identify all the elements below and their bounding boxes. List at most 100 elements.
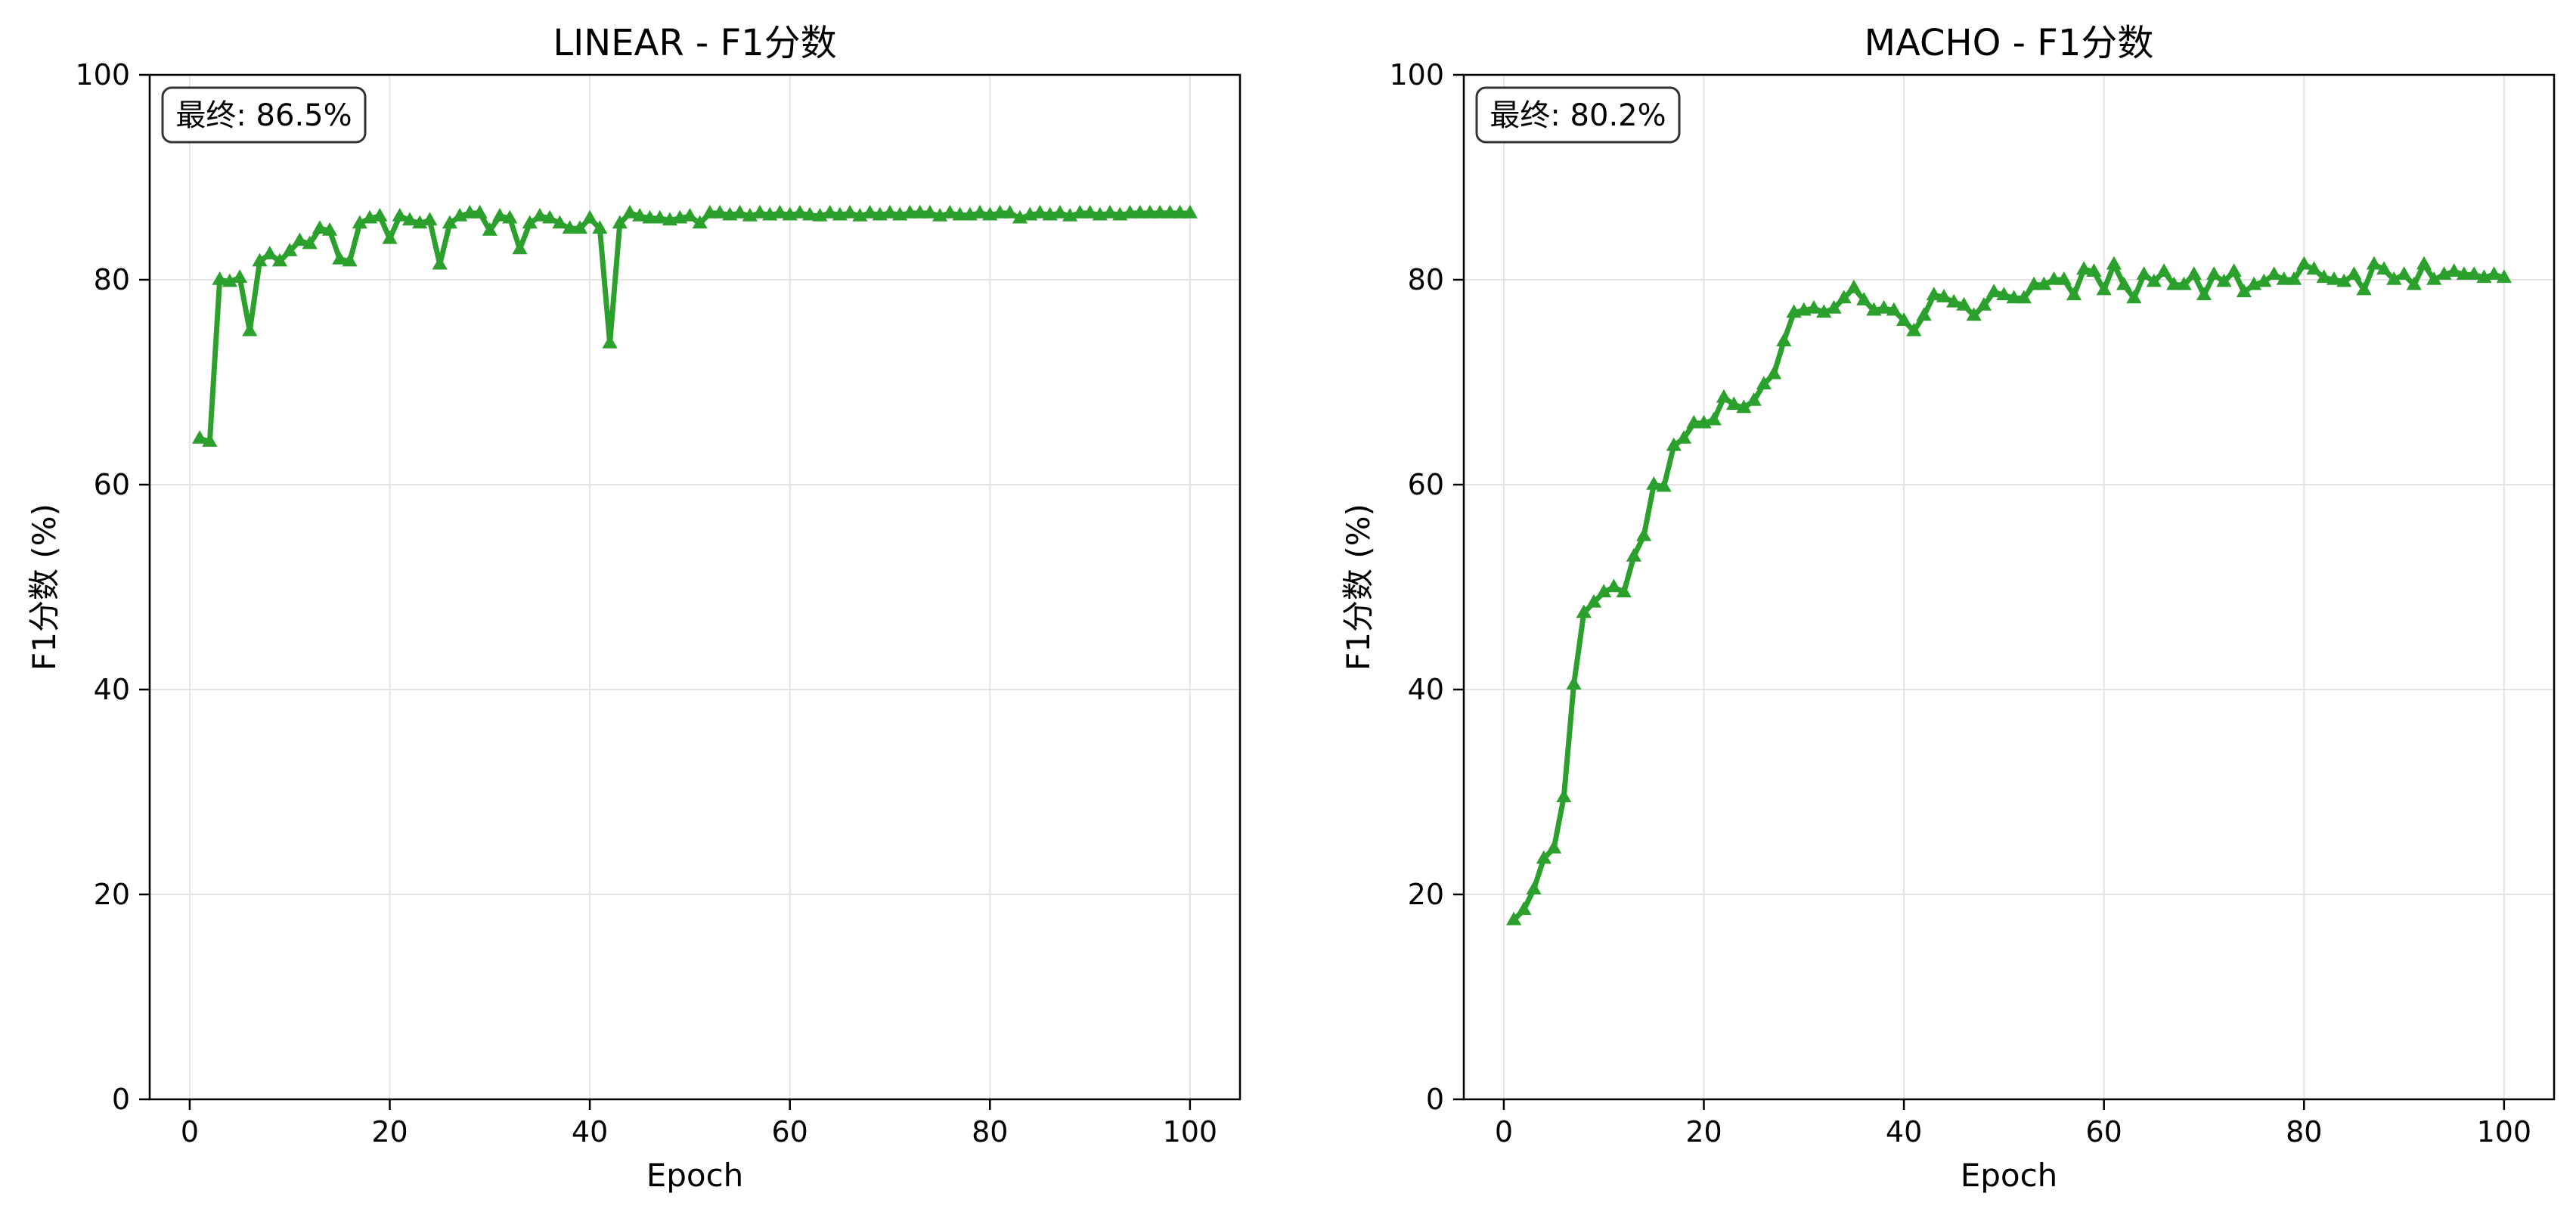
data-point (2186, 266, 2202, 280)
data-point (572, 220, 587, 234)
data-point (1846, 279, 1862, 293)
data-point (271, 253, 288, 267)
data-point (302, 235, 318, 250)
chart-title: MACHO - F1分数 (1865, 22, 2154, 64)
data-point (1162, 204, 1178, 219)
x-axis-label: Epoch (1961, 1157, 2058, 1194)
data-point (502, 209, 518, 224)
data-point (972, 204, 988, 219)
y-tick-label: 40 (94, 673, 130, 706)
data-point (1052, 204, 1068, 219)
data-point (2306, 261, 2322, 275)
data-point (1032, 204, 1048, 219)
data-point (422, 212, 438, 226)
data-point (542, 209, 558, 224)
data-point (2116, 276, 2132, 290)
data-point (2276, 271, 2292, 285)
data-point (692, 215, 708, 229)
data-point (602, 335, 618, 349)
data-point (322, 222, 338, 236)
y-axis-label: F1分数 (%) (26, 504, 63, 671)
data-point (2176, 276, 2192, 290)
x-tick-label: 60 (2085, 1115, 2122, 1148)
x-tick-label: 60 (771, 1115, 808, 1148)
data-point (1756, 376, 1772, 389)
data-point (2106, 256, 2122, 270)
data-point (1122, 204, 1138, 219)
x-axis-label: Epoch (646, 1157, 744, 1194)
data-point (992, 204, 1008, 219)
data-point (2196, 287, 2212, 301)
data-point (2236, 284, 2252, 298)
y-tick-label: 0 (1426, 1083, 1444, 1116)
data-point (612, 215, 628, 229)
chart-title: LINEAR - F1分数 (553, 22, 836, 64)
data-point (1536, 850, 1551, 864)
y-tick-label: 100 (75, 58, 130, 91)
y-tick-label: 80 (1408, 263, 1444, 296)
data-point (582, 209, 598, 224)
y-tick-label: 20 (94, 878, 130, 911)
data-point (2026, 276, 2042, 290)
data-point (2216, 273, 2232, 287)
data-point (2316, 269, 2332, 284)
data-point (682, 208, 698, 222)
data-point (2486, 266, 2502, 280)
data-point (401, 212, 418, 226)
data-point (1172, 204, 1188, 219)
x-tick-label: 100 (2477, 1115, 2532, 1148)
data-point (1736, 399, 1752, 414)
annotation-box (161, 86, 367, 144)
data-point (432, 256, 448, 270)
data-point (1996, 287, 2012, 301)
data-point (942, 204, 958, 219)
data-point (1826, 299, 1842, 314)
series-line (1511, 262, 2507, 923)
y-tick-label: 40 (1408, 673, 1444, 706)
final-value-annotation: 最终: 86.5% (161, 86, 367, 144)
data-point (1626, 547, 1641, 562)
data-point (462, 204, 478, 219)
data-point (902, 204, 918, 219)
data-point (2416, 256, 2432, 270)
data-point (1526, 881, 1542, 894)
data-point (472, 204, 488, 219)
y-tick-label: 20 (1408, 878, 1444, 911)
series-line (197, 210, 1193, 445)
data-point (1986, 284, 2002, 298)
data-point (1516, 901, 1532, 916)
y-tick-label: 60 (94, 468, 130, 501)
y-tick-label: 0 (112, 1083, 130, 1116)
x-tick-label: 20 (1685, 1115, 1722, 1148)
data-point (522, 215, 538, 229)
data-point (2086, 263, 2102, 277)
data-point (512, 240, 528, 255)
data-point (332, 250, 348, 265)
data-point (1102, 204, 1118, 219)
data-point (732, 204, 748, 219)
data-point (1576, 604, 1592, 618)
data-point (372, 208, 388, 222)
x-tick-label: 40 (1886, 1115, 1922, 1148)
data-point (2036, 276, 2052, 290)
data-point (882, 204, 898, 219)
data-point (212, 271, 228, 285)
data-point (822, 204, 838, 219)
annotation-box (1475, 86, 1681, 144)
data-point (702, 204, 718, 219)
data-point (2056, 271, 2072, 285)
data-point (862, 204, 878, 219)
data-point (2376, 261, 2392, 275)
data-point (2456, 266, 2472, 280)
data-point (1686, 414, 1702, 429)
data-point (1726, 396, 1742, 411)
x-tick-label: 0 (181, 1115, 199, 1148)
data-point (802, 206, 818, 221)
data-point (752, 204, 768, 219)
data-point (1776, 333, 1792, 347)
x-tick-label: 80 (2286, 1115, 2322, 1148)
data-point (2336, 273, 2352, 287)
data-point (2226, 263, 2242, 277)
data-point (1806, 299, 1822, 314)
data-point (1936, 289, 1952, 302)
